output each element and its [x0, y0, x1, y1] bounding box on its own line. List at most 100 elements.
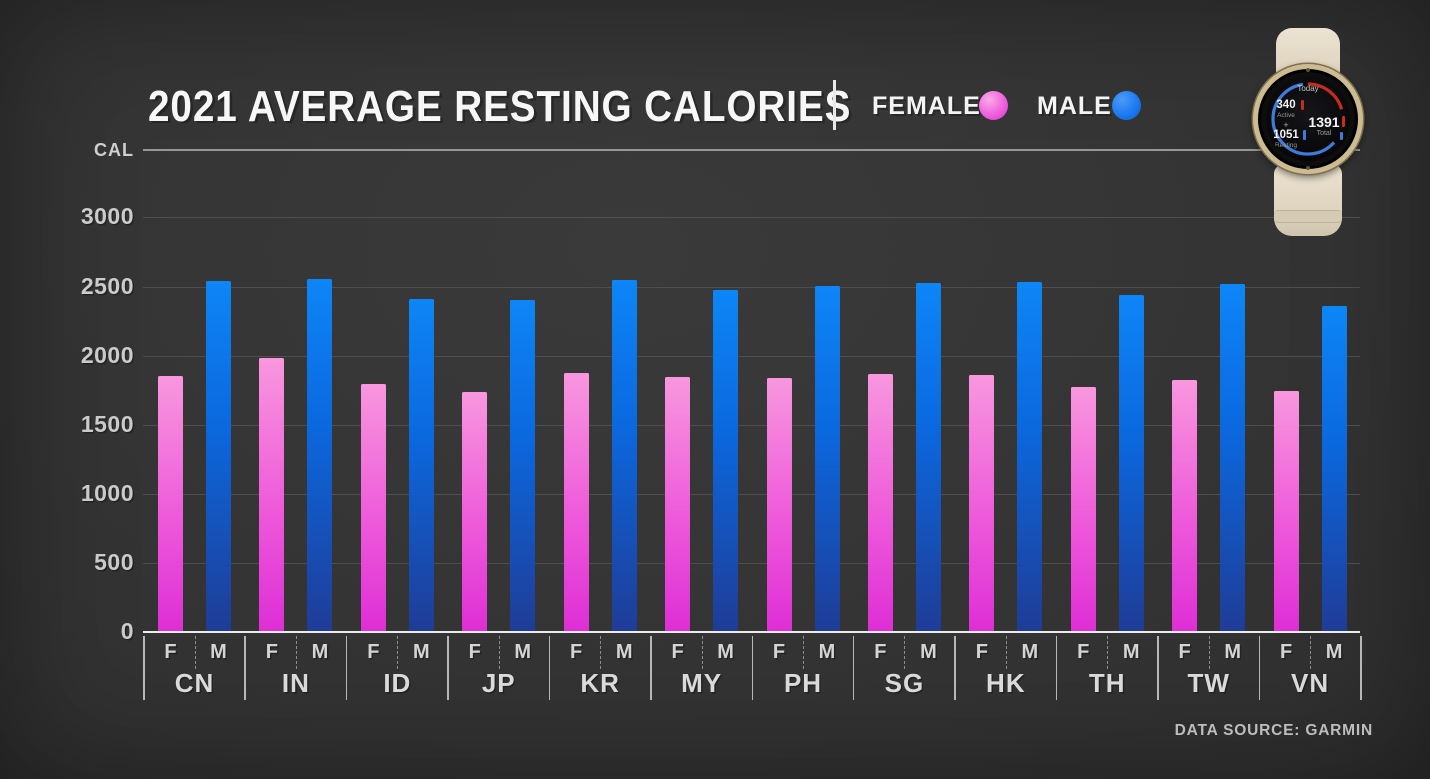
y-tick-label-2500: 2500 — [80, 272, 134, 299]
label-male-PH: M — [818, 641, 836, 663]
label-category-IN: IN — [281, 668, 310, 698]
label-category-CN: CN — [174, 668, 215, 698]
watch-strap-bottom — [1274, 164, 1342, 236]
watch-resting-label: Resting — [1274, 142, 1298, 149]
label-category-KR: KR — [580, 668, 620, 698]
bar-male-HK — [1017, 282, 1043, 632]
bar-female-HK — [969, 374, 995, 632]
watch-bezel-dot-icon — [1306, 68, 1310, 72]
label-female-TW: F — [1178, 641, 1191, 663]
label-female-JP: F — [468, 641, 481, 663]
x-subtick-VN — [1310, 636, 1312, 669]
watch-today-label: Today — [1297, 84, 1319, 93]
label-male-MY: M — [717, 641, 734, 663]
bar-male-PH — [814, 285, 840, 632]
x-tick-MY — [650, 636, 652, 700]
watch-bezel-dot-icon — [1306, 166, 1310, 170]
label-male-TW: M — [1224, 641, 1241, 663]
watch-strap-keeper — [1274, 210, 1342, 223]
legend-female-label: FEMALE — [872, 92, 981, 120]
watch-resting-tick-icon — [1303, 130, 1306, 140]
x-subtick-HK — [1005, 636, 1007, 669]
garmin-watch: Today 340 Active + 1051 Resting 1391 Tot… — [1240, 24, 1392, 240]
x-subtick-SG — [904, 636, 906, 669]
gridline-3000 — [143, 217, 1360, 219]
label-category-PH: PH — [783, 668, 823, 698]
y-tick-label-3000: 3000 — [80, 203, 134, 230]
x-tick-HK — [954, 636, 956, 700]
x-tick-JP — [447, 636, 449, 700]
watch-total-label: Total — [1316, 130, 1332, 137]
x-tick-SG — [852, 636, 855, 700]
x-subtick-PH — [803, 636, 804, 669]
bar-male-ID — [408, 298, 434, 632]
watch-total-tick-icon — [1342, 116, 1345, 127]
watch-plus-sign: + — [1283, 120, 1289, 130]
x-tick-end — [1360, 636, 1362, 700]
bar-female-PH — [766, 377, 792, 632]
bar-female-IN — [259, 357, 285, 632]
x-tick-CN — [143, 636, 145, 700]
label-male-SG: M — [920, 641, 937, 663]
y-axis-unit-label: CAL — [94, 140, 134, 160]
x-tick-ID — [345, 636, 348, 700]
bar-male-JP — [510, 300, 536, 632]
label-male-IN: M — [311, 641, 329, 663]
bar-male-IN — [307, 278, 333, 632]
label-male-JP: M — [514, 641, 532, 663]
watch-active-value: 340 — [1276, 99, 1296, 111]
x-tick-IN — [244, 636, 246, 700]
watch-active-label: Active — [1277, 112, 1295, 119]
label-female-KR: F — [570, 641, 583, 663]
label-male-VN: M — [1325, 641, 1343, 663]
x-tick-KR — [548, 636, 551, 700]
y-tick-label-1500: 1500 — [80, 410, 134, 437]
gridline-500 — [143, 562, 1360, 564]
bar-female-JP — [462, 392, 488, 632]
bar-female-ID — [360, 383, 386, 632]
label-category-MY: MY — [681, 668, 723, 698]
y-tick-label-2000: 2000 — [80, 341, 134, 368]
gridline-2500 — [143, 286, 1360, 288]
data-source-caption: DATA SOURCE: GARMIN — [1174, 722, 1373, 739]
label-category-TW: TW — [1187, 668, 1230, 698]
x-tick-VN — [1258, 636, 1261, 700]
x-tick-PH — [751, 636, 753, 700]
chart-top-rule — [143, 149, 1360, 151]
label-category-ID: ID — [383, 668, 412, 698]
legend-female-dot-icon — [979, 91, 1008, 120]
x-subtick-TW — [1208, 636, 1210, 669]
label-female-VN: F — [1279, 641, 1293, 663]
x-subtick-KR — [600, 636, 602, 669]
bar-male-SG — [915, 283, 941, 632]
watch-screen: Today 340 Active + 1051 Resting 1391 Tot… — [1266, 77, 1350, 161]
label-female-TH: F — [1077, 641, 1090, 663]
label-male-CN: M — [210, 641, 227, 663]
bar-male-KR — [611, 280, 637, 632]
x-tick-TH — [1055, 636, 1058, 700]
label-category-VN: VN — [1291, 668, 1330, 698]
x-subtick-IN — [295, 636, 297, 669]
x-subtick-ID — [397, 636, 399, 669]
bar-male-MY — [713, 289, 739, 632]
x-subtick-TH — [1107, 636, 1109, 669]
bar-female-CN — [158, 376, 183, 632]
bar-male-TH — [1118, 294, 1144, 632]
bar-male-VN — [1321, 305, 1347, 632]
x-axis-baseline — [143, 630, 1360, 633]
label-female-ID: F — [367, 641, 380, 663]
bar-female-VN — [1273, 390, 1299, 632]
bar-female-TW — [1172, 379, 1198, 632]
label-category-SG: SG — [884, 668, 925, 698]
watch-resting-value: 1051 — [1273, 129, 1299, 141]
label-male-HK: M — [1021, 641, 1039, 663]
label-female-CN: F — [164, 641, 177, 663]
label-female-MY: F — [671, 641, 684, 663]
gridline-1500 — [143, 424, 1360, 426]
legend-male-label: MALE — [1037, 92, 1112, 120]
legend-divider — [833, 80, 836, 130]
watch-total-value: 1391 — [1308, 114, 1340, 130]
gridline-2000 — [143, 355, 1360, 357]
chart-title: 2021 AVERAGE RESTING CALORIES — [148, 82, 852, 131]
label-category-HK: HK — [986, 668, 1026, 698]
